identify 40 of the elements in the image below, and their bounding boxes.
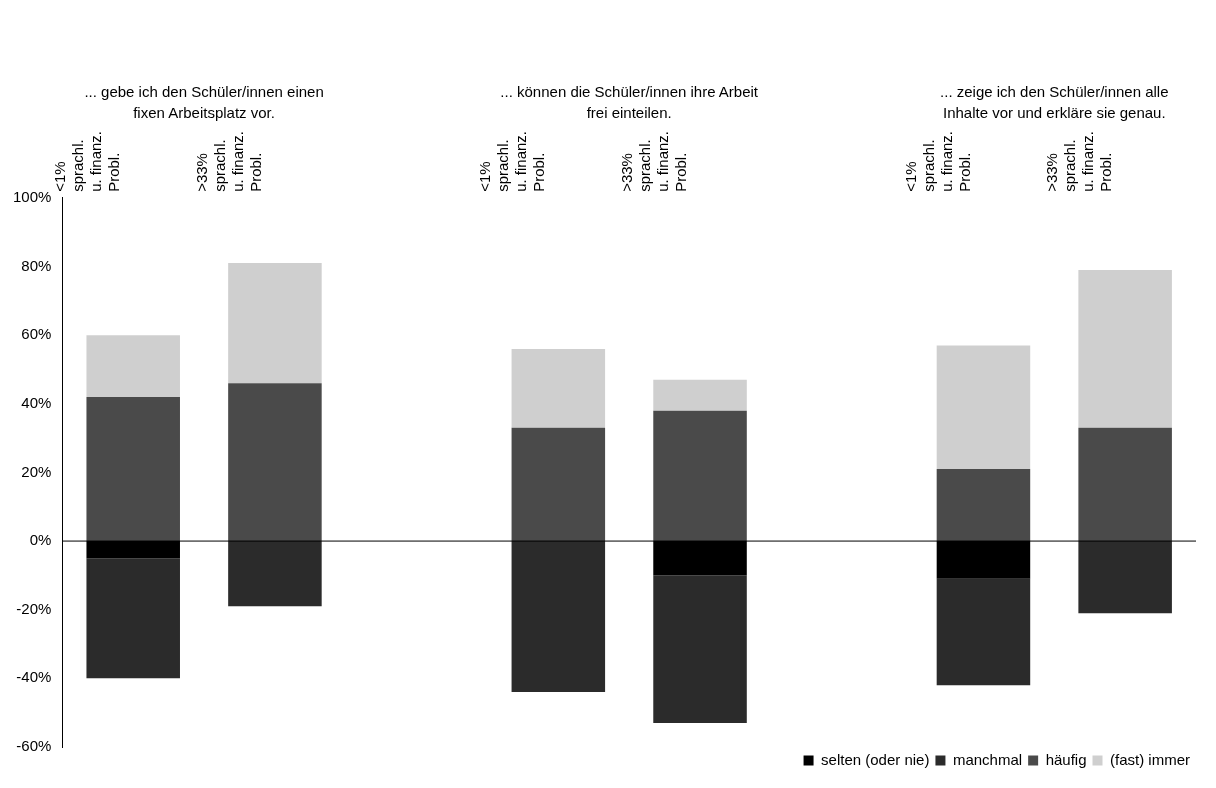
y-tick-label: 0% xyxy=(29,531,52,549)
text: ... gebe ich den Schüler/innen einen fixen Arbeitsplatz vor. xyxy=(84,83,324,121)
bar xyxy=(653,379,747,411)
y-tick-label: -60% xyxy=(16,737,52,755)
y-tick-label: 100% xyxy=(12,188,52,206)
x-tick-label: >33% sprachl. u. finanz. Probl. xyxy=(618,131,690,192)
bar xyxy=(936,578,1031,686)
text: ... können die Schüler/innen ihre Arbeit frei einteilen. xyxy=(500,83,759,121)
legend-label: häufig xyxy=(1045,750,1087,768)
bar xyxy=(511,541,606,693)
bar xyxy=(653,575,747,723)
x-tick-label: <1% sprachl. u. finanz. Probl. xyxy=(476,131,548,192)
bar xyxy=(936,469,1031,542)
x-tick-label: >33% sprachl. u. finanz. Probl. xyxy=(193,131,265,192)
y-tick-label: -20% xyxy=(16,599,52,617)
y-tick-label: -40% xyxy=(16,668,52,686)
x-tick-label: <1% sprachl. u. finanz. Probl. xyxy=(901,131,973,192)
x-tick-label: >33% sprachl. u. finanz. Probl. xyxy=(1043,131,1115,192)
legend-label: manchmal xyxy=(952,750,1023,768)
bar xyxy=(1078,427,1172,542)
bar xyxy=(228,383,322,542)
bar xyxy=(511,427,606,542)
y-tick-label: 60% xyxy=(21,325,52,343)
bar xyxy=(1078,541,1172,614)
bar xyxy=(511,348,606,428)
bar xyxy=(228,263,322,384)
text: ... zeige ich den Schüler/innen alle Inhalte vor und erkläre sie genau. xyxy=(940,83,1169,121)
bar xyxy=(86,396,180,542)
legend-label: (fast) immer xyxy=(1110,750,1190,768)
legend-label: selten (oder nie) xyxy=(821,750,930,768)
y-tick-label: 40% xyxy=(21,393,52,411)
x-tick-label: <1% sprachl. u. finanz. Probl. xyxy=(51,131,123,192)
y-tick-label: 20% xyxy=(21,462,52,480)
bar xyxy=(1078,269,1172,428)
y-tick-label: 80% xyxy=(21,256,52,274)
bar xyxy=(86,335,180,397)
bar xyxy=(936,345,1031,469)
bar xyxy=(228,541,322,607)
bar xyxy=(653,410,747,542)
bar xyxy=(86,558,180,679)
